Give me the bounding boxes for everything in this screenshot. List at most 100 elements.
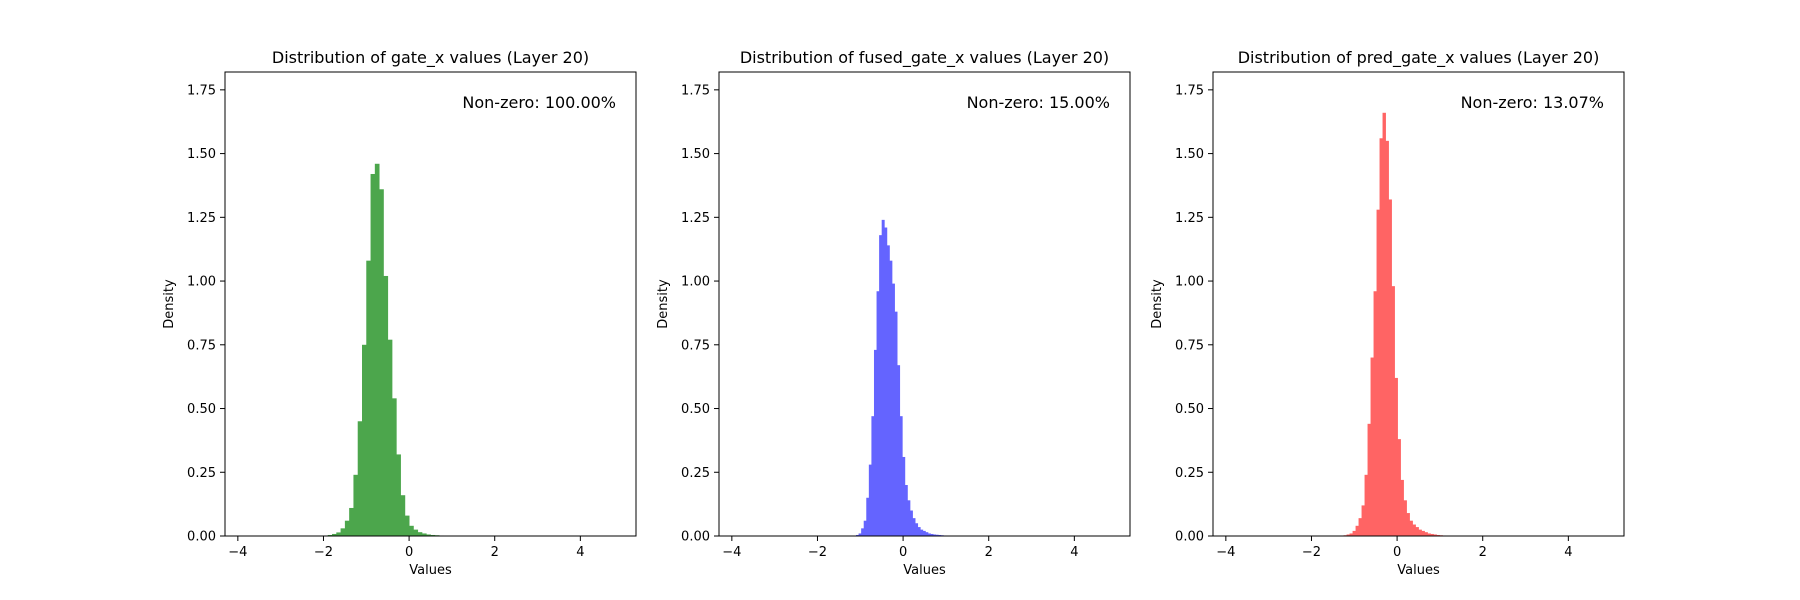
chart-title: Distribution of fused_gate_x values (Lay…: [740, 48, 1109, 68]
histogram-bar: [396, 454, 401, 536]
y-tick-label: 0.00: [1175, 530, 1204, 545]
histogram-bar: [879, 235, 883, 536]
histogram-bar: [1358, 518, 1362, 536]
y-tick-label: 1.25: [681, 211, 710, 226]
histogram-bar: [907, 500, 911, 536]
x-tick-label: 4: [1564, 545, 1572, 560]
histogram-bar: [1397, 439, 1401, 536]
histogram-bar: [1355, 525, 1359, 536]
y-tick-label: 1.75: [1175, 83, 1204, 98]
y-axis-label: Density: [162, 279, 177, 329]
y-tick-label: 0.00: [187, 530, 216, 545]
nonzero-annotation: Non-zero: 13.07%: [1461, 93, 1604, 112]
histogram-bar: [340, 528, 346, 536]
histogram-bar: [357, 421, 363, 536]
histogram-bar: [1433, 534, 1437, 536]
y-tick-label: 1.00: [1175, 275, 1204, 290]
y-tick-label: 0.25: [681, 466, 710, 481]
histogram-bar: [873, 349, 877, 536]
plot-frame: [718, 71, 1131, 537]
histogram-bar: [391, 398, 397, 536]
histogram-bar: [379, 189, 384, 536]
histogram-bar: [1364, 474, 1368, 536]
y-tick-label: 0.75: [1175, 338, 1204, 353]
x-tick-label: 2: [1479, 545, 1487, 560]
histogram-bar: [886, 245, 890, 537]
histogram-bar: [917, 527, 921, 536]
histogram-bar: [362, 344, 367, 536]
histogram-bar: [1403, 500, 1407, 536]
histogram-bar: [858, 533, 862, 536]
histogram-bar: [871, 416, 875, 536]
y-tick-label: 0.75: [681, 338, 710, 353]
x-tick-label: 0: [1393, 545, 1401, 560]
histogram-bar: [897, 365, 901, 536]
x-tick-label: 0: [405, 545, 413, 560]
histogram-bar: [1373, 291, 1377, 536]
histogram-bar: [1421, 530, 1425, 536]
histogram-bar: [938, 534, 942, 536]
histogram-bar: [912, 518, 916, 536]
histogram-bar: [370, 173, 376, 537]
histogram-bar: [856, 534, 859, 536]
y-axis-label: Density: [1150, 279, 1165, 329]
x-axis-label: Values: [409, 563, 452, 578]
y-tick-label: 1.50: [681, 147, 710, 162]
histogram-bar: [876, 291, 880, 536]
histogram-bar: [925, 532, 929, 536]
histogram-bar: [1418, 529, 1422, 536]
histogram-bar: [383, 275, 389, 536]
nonzero-annotation: Non-zero: 15.00%: [967, 93, 1110, 112]
y-tick-label: 1.00: [187, 275, 216, 290]
nonzero-annotation: Non-zero: 100.00%: [462, 93, 616, 112]
histogram-bar: [922, 530, 926, 536]
histogram-bar: [920, 529, 924, 536]
x-tick-label: 4: [1070, 545, 1078, 560]
histogram-bar: [404, 515, 410, 536]
histogram-bar: [904, 485, 908, 536]
x-tick-label: −4: [1216, 545, 1235, 560]
histogram-bar: [1388, 199, 1392, 536]
y-tick-label: 1.25: [187, 211, 216, 226]
histogram-bar: [387, 339, 393, 536]
y-tick-label: 0.25: [1175, 466, 1204, 481]
histogram-bar: [1415, 527, 1419, 536]
histogram-bars: [856, 219, 949, 537]
histogram-bar: [1427, 533, 1431, 536]
y-tick-label: 0.50: [681, 402, 710, 417]
histogram-bar: [1382, 112, 1386, 536]
histogram-bar: [933, 534, 937, 536]
histogram-bars: [327, 163, 449, 537]
y-tick-label: 0.75: [187, 338, 216, 353]
y-tick-label: 0.00: [681, 530, 710, 545]
y-axis-label: Density: [656, 279, 671, 329]
histogram-bar: [894, 311, 898, 536]
y-tick-label: 0.50: [1175, 402, 1204, 417]
x-tick-label: −4: [228, 545, 247, 560]
chart-title: Distribution of gate_x values (Layer 20): [272, 48, 589, 68]
histogram-bar: [1385, 140, 1389, 536]
histogram-bar: [866, 497, 870, 536]
plot-frame: [1212, 71, 1625, 537]
y-tick-label: 1.50: [187, 147, 216, 162]
histogram-bar: [863, 520, 867, 536]
plot-frame: [224, 71, 637, 537]
histogram-bar: [344, 520, 350, 536]
histogram-bar: [349, 507, 354, 536]
histogram-bar: [915, 523, 919, 536]
histogram-bar: [909, 510, 913, 536]
histogram-bar: [353, 474, 359, 536]
histogram-bar: [930, 533, 934, 536]
y-tick-label: 1.75: [681, 83, 710, 98]
histogram-bar: [1400, 479, 1404, 536]
x-tick-label: 2: [985, 545, 993, 560]
histogram-bar: [1376, 209, 1380, 537]
histogram-bar: [1346, 534, 1350, 536]
histogram-bar: [861, 528, 865, 536]
x-tick-label: −4: [722, 545, 741, 560]
histogram-bar: [884, 227, 888, 536]
histogram-bar: [891, 283, 895, 536]
histogram-bar: [1367, 423, 1371, 536]
histogram-bar: [1394, 377, 1398, 536]
histogram-bar: [366, 260, 371, 536]
